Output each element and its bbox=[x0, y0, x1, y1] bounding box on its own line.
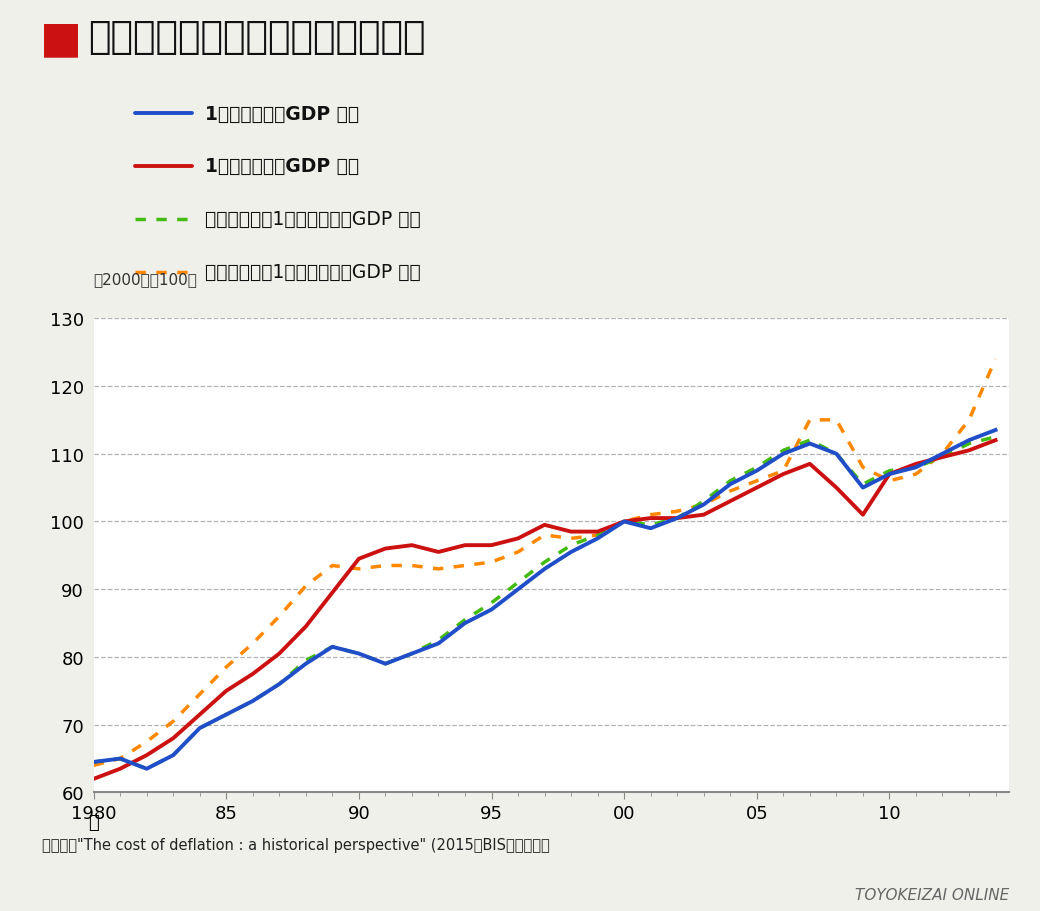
Text: 生産年齢人口1人当たり実質GDP 米国: 生産年齢人口1人当たり実質GDP 米国 bbox=[205, 210, 420, 229]
Text: 生産年齢人口1人当たり実質GDP 日本: 生産年齢人口1人当たり実質GDP 日本 bbox=[205, 263, 420, 281]
Text: 1人当たり実質GDP 米国: 1人当たり実質GDP 米国 bbox=[205, 105, 359, 123]
Text: （出所）"The cost of deflation : a historical perspective" (2015年BIS四半期報）: （出所）"The cost of deflation : a historica… bbox=[42, 837, 549, 852]
Text: 年: 年 bbox=[88, 813, 99, 831]
Text: ■: ■ bbox=[40, 16, 81, 60]
Text: 日本と米国の経済パフォーマンス: 日本と米国の経済パフォーマンス bbox=[88, 20, 426, 56]
Text: （2000年＝100）: （2000年＝100） bbox=[94, 272, 198, 287]
Text: TOYOKEIZAI ONLINE: TOYOKEIZAI ONLINE bbox=[855, 887, 1009, 902]
Text: 1人当たり実質GDP 日本: 1人当たり実質GDP 日本 bbox=[205, 158, 359, 176]
